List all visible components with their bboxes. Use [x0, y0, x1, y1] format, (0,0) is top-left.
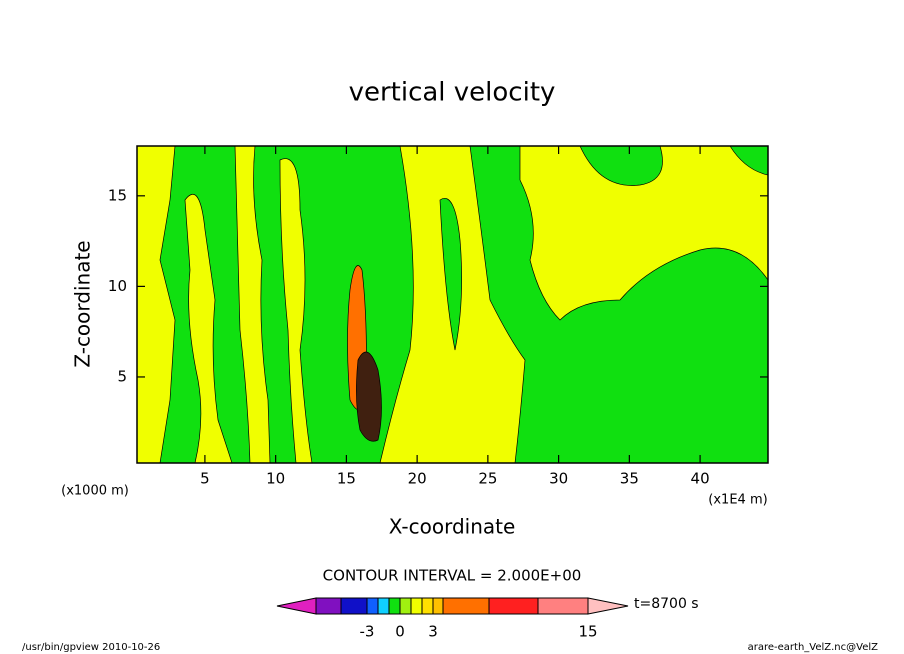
- contour-interval: CONTOUR INTERVAL = 2.000E+00: [323, 567, 582, 585]
- y-axis-label: Z-coordinate: [71, 240, 95, 367]
- colorbar-segment: [377, 597, 390, 615]
- field-region: [279, 158, 313, 464]
- colorbar-label: 15: [578, 623, 597, 641]
- colorbar-segment: [442, 597, 490, 615]
- x-tick-label: 20: [408, 470, 427, 488]
- x-unit: (x1000 m): [61, 484, 129, 499]
- colorbar-segment: [340, 597, 368, 615]
- y-tick-label: 5: [117, 367, 127, 385]
- colorbar-segment: [315, 597, 342, 615]
- footer-right: arare-earth_VelZ.nc@VelZ: [748, 642, 879, 653]
- colorbar-segment: [488, 597, 539, 615]
- field-region: [579, 145, 663, 186]
- x-tick-label: 15: [337, 470, 356, 488]
- colorbar-segment: [366, 597, 379, 615]
- colorbar-segment: [432, 597, 444, 615]
- y-tick-label: 15: [108, 186, 127, 204]
- field-region: [439, 198, 463, 351]
- x-tick-label: 40: [691, 470, 710, 488]
- colorbar-segment: [388, 597, 401, 615]
- x-tick-label: 25: [478, 470, 497, 488]
- colorbar-end: [587, 597, 629, 615]
- colorbar-segment: [421, 597, 434, 615]
- x-tick-label: 30: [549, 470, 568, 488]
- y-unit: (x1E4 m): [708, 493, 767, 508]
- colorbar-label: 0: [395, 623, 405, 641]
- chart-title: vertical velocity: [349, 78, 556, 108]
- colorbar-segment: [410, 597, 423, 615]
- field-region: [356, 351, 382, 442]
- y-tick-label: 10: [108, 277, 127, 295]
- x-tick-label: 5: [200, 470, 210, 488]
- x-tick-label: 10: [266, 470, 285, 488]
- x-tick-label: 35: [620, 470, 639, 488]
- colorbar-segment: [399, 597, 412, 615]
- colorbar-end: [276, 597, 317, 615]
- field-region: [519, 145, 769, 321]
- footer-left: /usr/bin/gpview 2010-10-26: [22, 642, 160, 653]
- colorbar-segment: [537, 597, 589, 615]
- colorbar-label: 3: [428, 623, 438, 641]
- contour-field: [136, 145, 769, 464]
- time-label: t=8700 s: [634, 596, 699, 612]
- x-axis-label: X-coordinate: [389, 515, 516, 539]
- plot-frame: [136, 145, 769, 464]
- colorbar-label: -3: [360, 623, 375, 641]
